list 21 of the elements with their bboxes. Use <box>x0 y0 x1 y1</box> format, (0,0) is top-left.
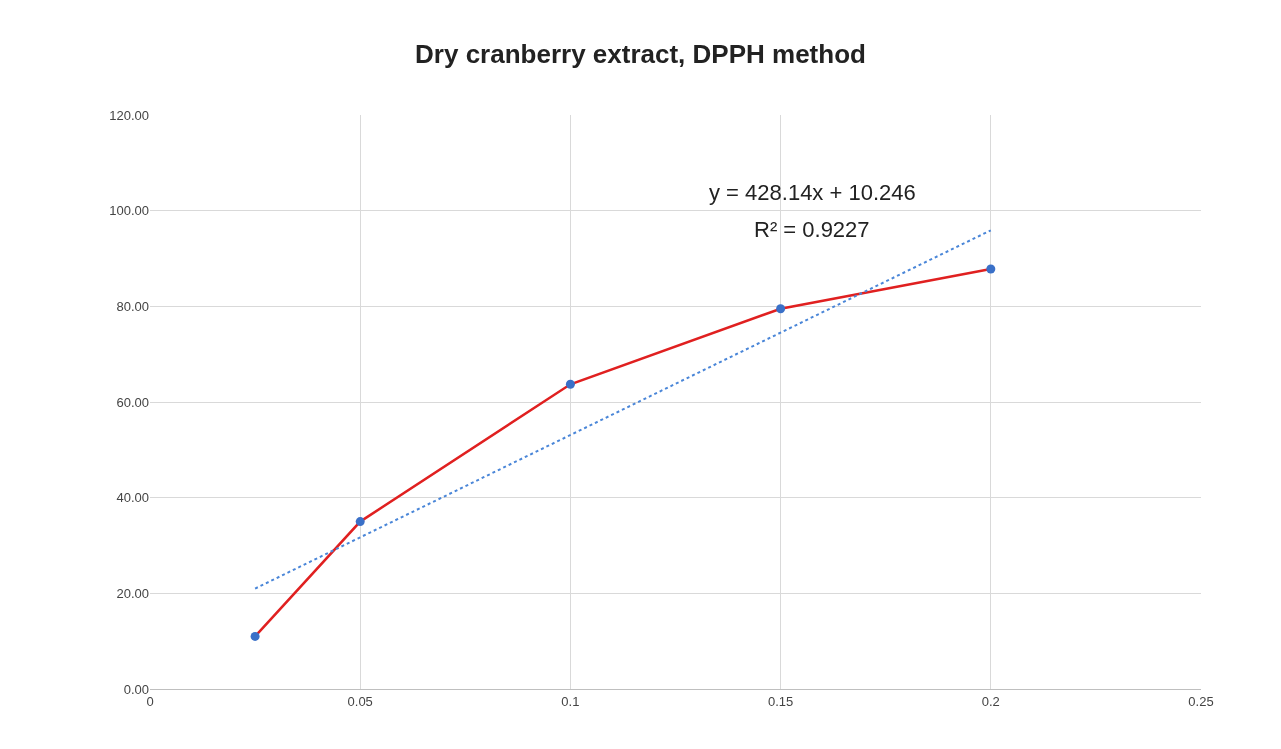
x-tick-label: 0.15 <box>767 693 794 709</box>
y-tick-label: 120.00 <box>109 107 149 123</box>
x-tick-label: 0.2 <box>981 693 1000 709</box>
y-tick-label: 60.00 <box>116 394 149 410</box>
y-tick-label: 100.00 <box>109 203 149 219</box>
x-tick-label: 0.05 <box>347 693 373 709</box>
point <box>986 264 996 274</box>
y-tick-label: 20.00 <box>116 585 149 601</box>
y-tick-label: 40.00 <box>116 490 149 506</box>
point <box>776 304 786 314</box>
x-tick-label: 0.25 <box>1188 693 1214 709</box>
point <box>355 517 365 527</box>
annotation: y = 428.14x + 10.246 <box>709 180 916 205</box>
y-tick-label: 0.00 <box>123 681 149 697</box>
point <box>250 631 260 641</box>
point <box>565 379 575 389</box>
annotation: R² = 0.9227 <box>754 217 870 242</box>
y-tick-label: 80.00 <box>116 298 149 314</box>
chart-title: Dry cranberry extract, DPPH method <box>415 39 866 70</box>
x-tick-label: 0 <box>146 693 154 709</box>
x-tick-label: 0.1 <box>561 693 580 709</box>
